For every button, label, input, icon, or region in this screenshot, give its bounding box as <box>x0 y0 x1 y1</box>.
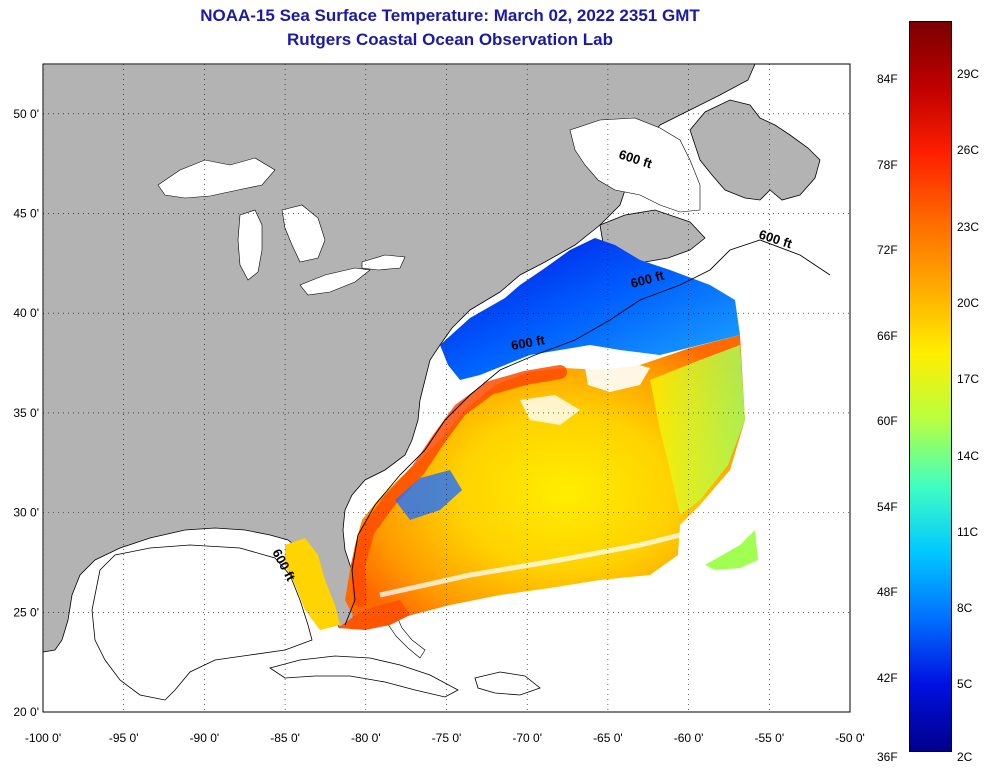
cloud-patch-2 <box>520 395 580 425</box>
longitude-tick-label: -55 0' <box>754 731 784 745</box>
colorbar-f-label: 42F <box>877 670 898 685</box>
colorbar-c-label: 5C <box>957 677 973 692</box>
lake-huron <box>281 204 326 263</box>
colorbar-c-label: 14C <box>957 448 980 463</box>
colorbar-c-label: 20C <box>957 295 980 310</box>
longitude-labels: -100 0' -95 0' -90 0' -85 0' -80 0' -75 0' -70… <box>25 731 865 745</box>
gulf-shelf-contour <box>91 544 313 701</box>
newfoundland-land <box>689 99 821 201</box>
colorbar-c-label: 2C <box>957 750 973 764</box>
colorbar-c-label: 29C <box>957 67 980 81</box>
sst-warm-swath <box>345 335 745 620</box>
latitude-tick-label: 50 0' <box>13 107 39 121</box>
lake-superior <box>157 157 276 199</box>
north-america-land <box>42 63 756 653</box>
colorbar-f-label: 84F <box>877 72 898 86</box>
sst-data-layer <box>285 238 758 630</box>
cuba-land <box>269 655 459 698</box>
temperature-colorbar <box>909 21 952 752</box>
longitude-tick-label: -100 0' <box>25 731 61 745</box>
latitude-tick-label: 40 0' <box>13 306 39 320</box>
longitude-tick-label: -95 0' <box>109 731 139 745</box>
colorbar-c-label: 11C <box>957 524 979 539</box>
sst-east-patch <box>705 530 758 570</box>
cloud-patch-1 <box>585 360 650 392</box>
sst-florida-west <box>285 538 340 630</box>
longitude-tick-label: -65 0' <box>593 731 623 745</box>
colorbar-f-label: 72F <box>877 243 898 257</box>
colorbar-f-label: 78F <box>877 157 898 172</box>
longitude-tick-label: -85 0' <box>270 731 300 745</box>
latitude-tick-label: 35 0' <box>13 406 39 420</box>
colorbar-f-label: 66F <box>877 328 898 343</box>
graticule <box>42 64 851 713</box>
colorbar-f-label: 48F <box>877 585 898 599</box>
longitude-tick-label: -50 0' <box>835 731 865 745</box>
map-title: NOAA-15 Sea Surface Temperature: March 0… <box>200 6 700 25</box>
lake-erie <box>299 267 371 296</box>
gulf-stream-core <box>350 365 567 607</box>
longitude-tick-label: -70 0' <box>512 731 542 745</box>
sst-cool-shelf <box>440 238 740 380</box>
land-layer <box>42 63 821 701</box>
latitude-tick-label: 20 0' <box>13 705 39 719</box>
sst-east-edge <box>650 345 745 515</box>
longitude-tick-label: -80 0' <box>351 731 381 745</box>
cloud-streak <box>379 527 701 598</box>
longitude-tick-label: -90 0' <box>190 731 220 745</box>
contour-label-mab: 600 ft <box>510 332 547 353</box>
hispaniola-land <box>474 671 541 696</box>
gulf-st-lawrence-water <box>569 117 701 213</box>
colorbar-c-label: 8C <box>957 601 973 616</box>
lake-ontario <box>361 254 406 271</box>
latitude-tick-label: 30 0' <box>13 506 39 520</box>
isobath-600ft <box>344 239 831 626</box>
latitude-tick-label: 45 0' <box>13 207 39 221</box>
longitude-tick-label: -75 0' <box>432 731 462 745</box>
sst-florida-strait <box>338 600 410 630</box>
longitude-tick-label: -60 0' <box>674 731 704 745</box>
map-subtitle: Rutgers Coastal Ocean Observation Lab <box>287 30 613 49</box>
colorbar-f-label: 60F <box>877 414 898 428</box>
colorbar-f-label: 36F <box>877 750 898 764</box>
latitude-labels: 50 0' 45 0' 40 0' 35 0' 30 0' 25 0' 20 0' <box>13 107 39 719</box>
colorbar-c-label: 17C <box>957 372 980 387</box>
latitude-tick-label: 25 0' <box>13 605 39 619</box>
sst-cool-eddies <box>395 470 462 520</box>
colorbar-c-label: 26C <box>957 143 980 158</box>
colorbar-f-label: 54F <box>877 499 898 514</box>
lake-michigan <box>237 209 263 281</box>
colorbar-c-label: 23C <box>957 219 980 234</box>
